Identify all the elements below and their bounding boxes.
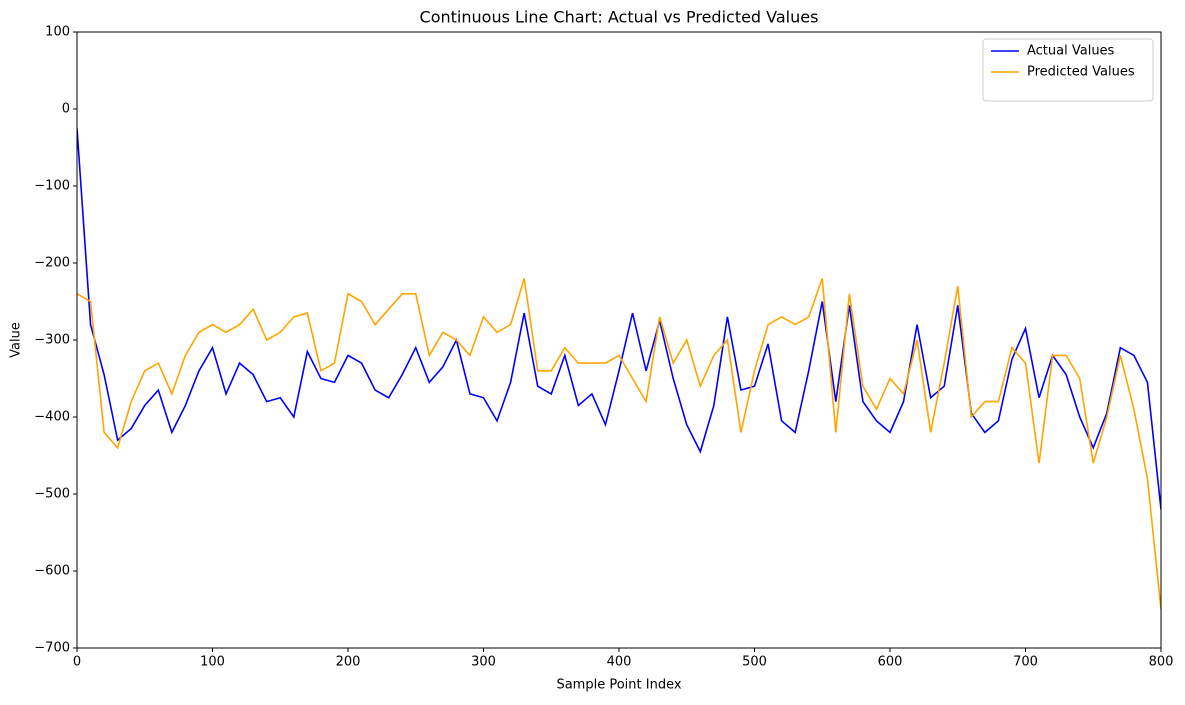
- legend-box: [982, 38, 1154, 102]
- y-tick-label: 100: [45, 25, 70, 40]
- y-tick-label: −600: [34, 564, 70, 579]
- x-tick-label: 100: [200, 655, 225, 670]
- x-tick-label: 800: [1149, 655, 1174, 670]
- x-tick-label: 600: [878, 655, 903, 670]
- x-tick-label: 0: [73, 655, 81, 670]
- y-tick-label: −500: [34, 487, 70, 502]
- y-tick-label: −700: [34, 641, 70, 656]
- data-line: [77, 278, 1161, 610]
- x-tick-label: 300: [471, 655, 496, 670]
- y-tick-label: 0: [62, 102, 70, 117]
- y-tick-label: −100: [34, 179, 70, 194]
- plot-frame: [76, 31, 1162, 649]
- x-tick-label: 400: [607, 655, 632, 670]
- legend-label: Actual Values: [1027, 44, 1115, 59]
- x-axis-label: Sample Point Index: [556, 678, 681, 693]
- y-tick-label: −200: [34, 256, 70, 271]
- y-tick-label: −400: [34, 410, 70, 425]
- y-tick-label: −300: [34, 333, 70, 348]
- x-tick-label: 700: [1013, 655, 1038, 670]
- data-line: [77, 128, 1161, 510]
- chart-title: Continuous Line Chart: Actual vs Predict…: [420, 8, 819, 27]
- x-tick-label: 200: [336, 655, 361, 670]
- legend-label: Predicted Values: [1027, 65, 1135, 80]
- x-tick-label: 500: [742, 655, 767, 670]
- y-axis-label: Value: [9, 322, 24, 358]
